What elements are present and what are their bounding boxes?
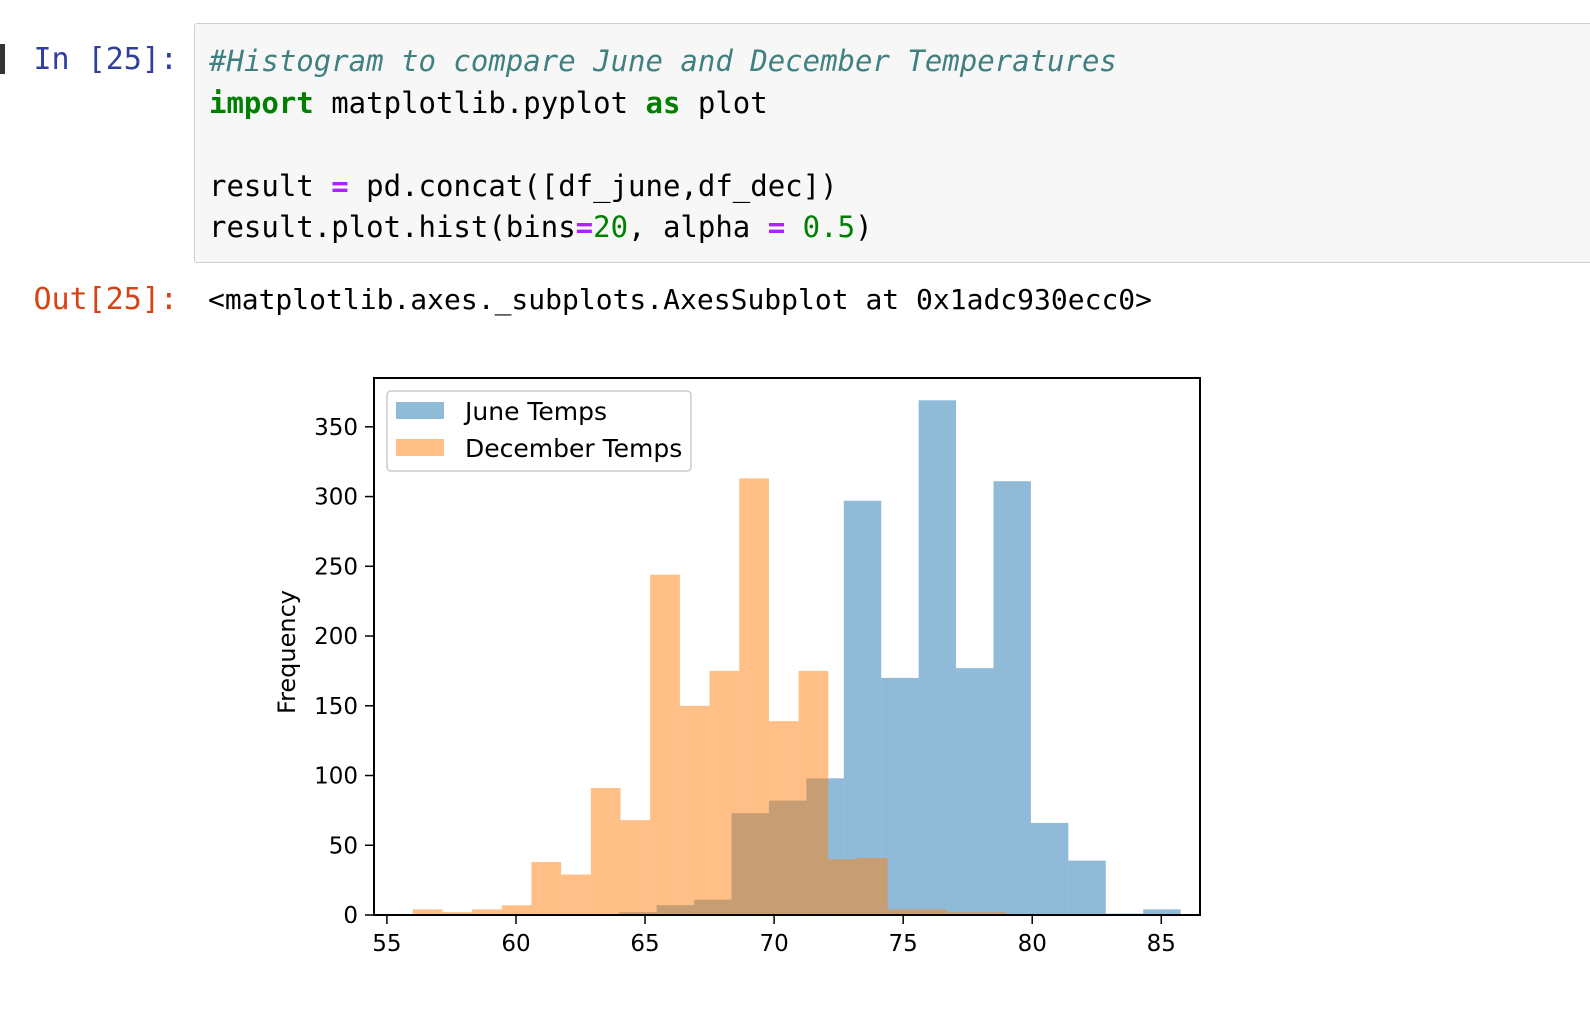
histogram-bar-june — [918, 400, 957, 915]
y-tick-label: 100 — [314, 764, 358, 790]
histogram-bar-december — [887, 909, 918, 915]
legend-label-june: June Temps — [463, 397, 607, 426]
code-operator: = — [575, 210, 594, 244]
code-line-2: import matplotlib.pyplot as plot — [209, 83, 1590, 125]
histogram-bar-june — [1143, 909, 1181, 915]
histogram-bar-december — [472, 909, 502, 915]
x-tick-label: 85 — [1147, 931, 1176, 957]
x-tick-label: 70 — [759, 931, 788, 957]
output-prompt: Out[25]: — [33, 282, 179, 317]
histogram-bar-december — [947, 912, 977, 915]
code-args: , alpha — [628, 210, 768, 244]
histogram-bar-december — [501, 905, 532, 915]
histogram-bar-december — [798, 670, 829, 915]
keyword-as: as — [645, 85, 681, 120]
histogram-bar-december — [679, 705, 710, 915]
legend-swatch-june — [396, 402, 444, 419]
y-tick-label: 0 — [343, 903, 358, 929]
output-repr: <matplotlib.axes._subplots.AxesSubplot a… — [208, 283, 1153, 316]
y-tick-label: 50 — [329, 833, 358, 859]
x-tick-label: 55 — [372, 931, 401, 957]
histogram-bar-june — [843, 500, 882, 915]
histogram-bar-june — [1030, 822, 1069, 915]
histogram-bar-december — [739, 478, 769, 915]
x-tick-label: 60 — [501, 931, 530, 957]
x-tick-label: 75 — [889, 931, 918, 957]
histogram-bar-june — [993, 481, 1031, 915]
histogram-bar-december — [709, 670, 740, 915]
histogram-bar-december — [768, 721, 799, 915]
histogram-bar-december — [650, 574, 680, 915]
y-tick-label: 250 — [314, 554, 358, 580]
code-line-5: result.plot.hist(bins=20, alpha = 0.5) — [209, 207, 1590, 249]
code-operator: = — [331, 168, 349, 203]
chart-axes: 55 60 65 70 75 80 85 0 50 100 150 200 250 300 350 — [314, 377, 1201, 957]
code-number-alpha: 0.5 — [802, 210, 856, 244]
histogram-bar-december — [590, 788, 621, 915]
code-line-4: result = pd.concat([df_june,df_dec]) — [209, 166, 1590, 208]
histogram-bar-june — [956, 668, 994, 915]
code-cell-input[interactable]: #Histogram to compare June and December … — [194, 23, 1590, 263]
code-call: result.plot.hist(bins — [209, 210, 576, 244]
code-alias: plot — [680, 85, 768, 120]
cell-selection-marker — [0, 44, 5, 74]
histogram-bar-june — [1068, 860, 1106, 915]
histogram-bar-december — [620, 820, 651, 915]
plot-frame — [373, 377, 1201, 916]
code-line-1: #Histogram to compare June and December … — [209, 41, 1590, 83]
y-tick-label: 150 — [314, 694, 358, 720]
input-prompt: In [25]: — [33, 42, 179, 77]
code-number-bins: 20 — [593, 210, 629, 244]
y-axis-label: Frequency — [273, 590, 301, 714]
code-module: matplotlib.pyplot — [313, 85, 646, 120]
histogram-bar-december — [531, 861, 562, 915]
x-tick-label: 80 — [1018, 931, 1047, 957]
histogram-bar-december — [412, 909, 443, 915]
code-comment: #Histogram to compare June and December … — [209, 44, 1117, 78]
y-tick-label: 300 — [314, 485, 358, 511]
code-rhs: pd.concat([df_june,df_dec]) — [348, 168, 838, 203]
legend-label-december: December Temps — [465, 434, 682, 463]
legend-box — [386, 390, 692, 472]
chart-bars — [412, 400, 1181, 915]
code-lhs: result — [209, 168, 332, 203]
histogram-bar-december — [442, 912, 473, 915]
chart-legend: June Temps December Temps — [386, 390, 692, 472]
histogram-bar-december — [857, 857, 888, 915]
y-tick-label: 200 — [314, 624, 358, 650]
code-close-paren: ) — [855, 210, 873, 244]
keyword-import: import — [209, 85, 314, 120]
x-tick-label: 65 — [630, 931, 659, 957]
y-tick-label: 350 — [314, 415, 358, 441]
histogram-bar-december — [561, 874, 591, 915]
histogram-bar-december — [976, 912, 1007, 915]
histogram-bar-december — [917, 909, 948, 915]
code-operator: = — [767, 210, 786, 244]
legend-swatch-december — [396, 439, 444, 456]
histogram-bar-december — [828, 859, 858, 915]
